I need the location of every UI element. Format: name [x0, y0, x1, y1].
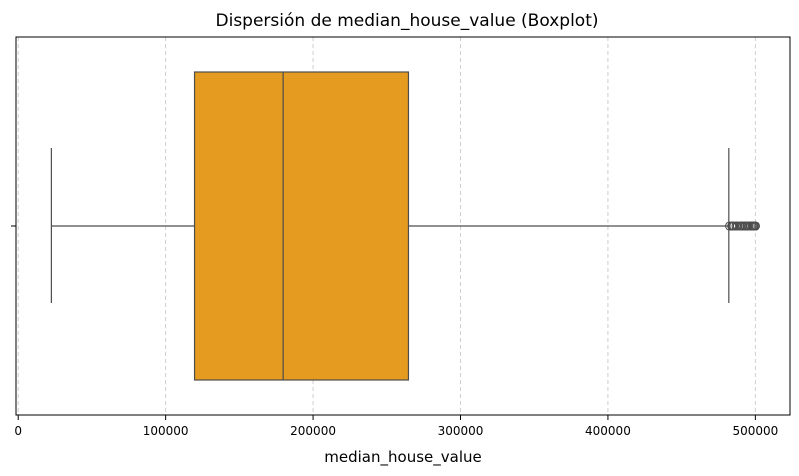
outlier-point [750, 221, 760, 231]
x-axis-ticks: 0 100000 200000 300000 400000 500000 [14, 415, 778, 438]
x-tick-label: 0 [14, 424, 22, 438]
x-tick-label: 500000 [732, 424, 778, 438]
iqr-box [193, 71, 410, 381]
x-axis-label: median_house_value [324, 448, 481, 467]
x-tick-label: 300000 [438, 424, 484, 438]
x-tick-label: 200000 [290, 424, 336, 438]
x-tick-label: 400000 [585, 424, 631, 438]
outlier-point [729, 221, 739, 231]
x-tick-label: 100000 [143, 424, 189, 438]
plot-area [50, 71, 760, 381]
chart-title: Dispersión de median_house_value (Boxplo… [216, 11, 599, 31]
